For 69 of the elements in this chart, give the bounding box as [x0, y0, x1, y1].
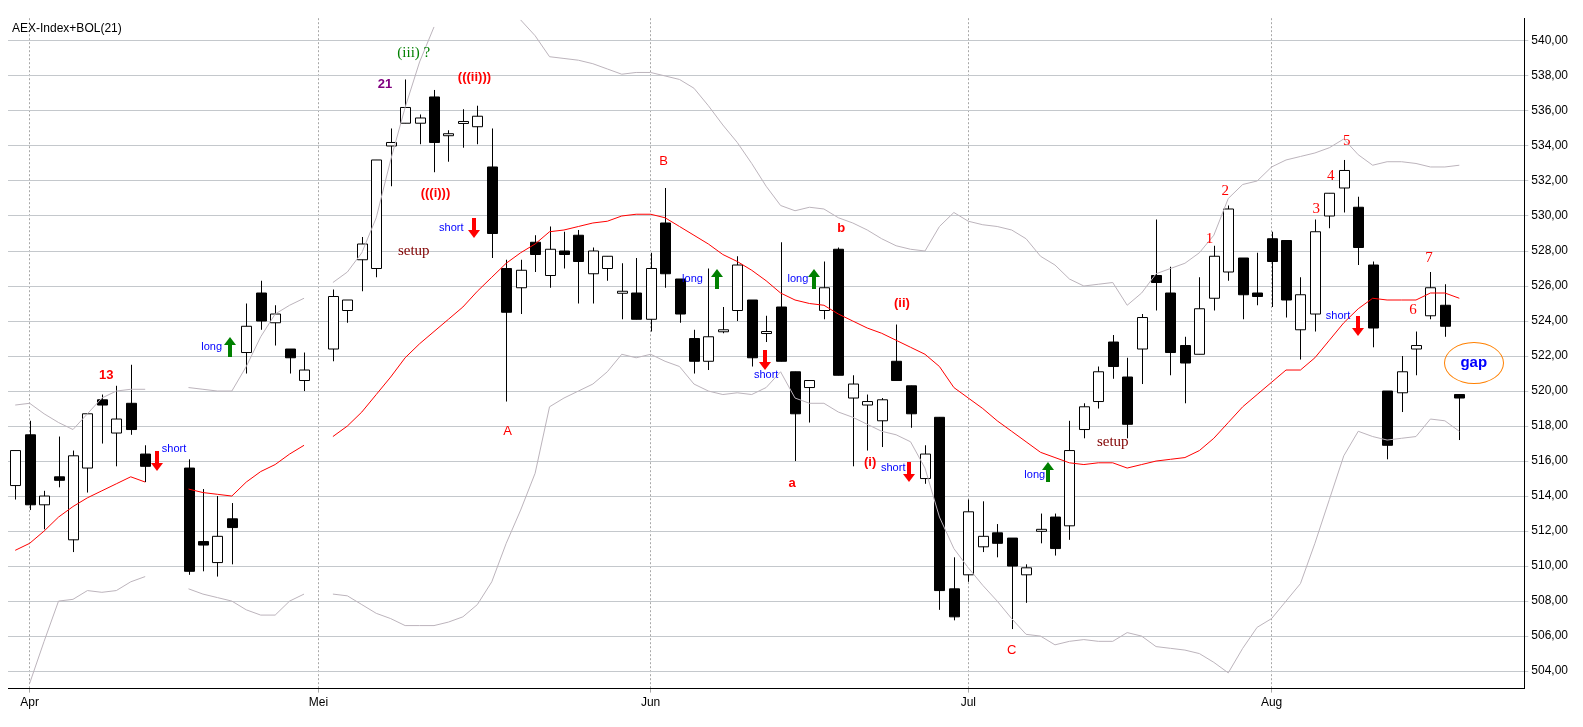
- annotation: 6: [1409, 301, 1418, 318]
- annotation: short: [753, 368, 779, 381]
- x-tick-label: Mei: [308, 695, 329, 710]
- annotation: short: [439, 221, 464, 234]
- annotation: 2: [1221, 182, 1230, 199]
- y-tick-label: 520,00: [1531, 383, 1569, 398]
- annotation: short: [161, 441, 187, 454]
- annotation: (((ii))): [457, 69, 492, 85]
- y-tick-label: 506,00: [1531, 628, 1569, 643]
- candlestick: [992, 523, 1003, 558]
- annotation: a: [788, 475, 797, 491]
- chart-title: AEX-Index+BOL(21): [12, 20, 122, 35]
- annotation: (i): [863, 454, 877, 470]
- annotation: b: [837, 219, 846, 235]
- annotation: 13: [98, 366, 114, 382]
- annotation: (((i))): [420, 184, 451, 200]
- candlestick: [819, 261, 830, 320]
- y-tick-label: 526,00: [1531, 278, 1569, 293]
- annotation: (iii) ?: [397, 44, 431, 62]
- annotation: setup: [397, 241, 430, 258]
- candlestick: [97, 394, 108, 445]
- y-tick-label: 512,00: [1531, 523, 1569, 538]
- y-tick-label: 540,00: [1531, 33, 1569, 48]
- annotation: B: [659, 153, 668, 169]
- annotation: 7: [1425, 248, 1434, 265]
- candlestick: [862, 394, 873, 452]
- candlestick: [1454, 394, 1465, 441]
- x-tick-label: Apr: [20, 695, 40, 710]
- candlestick: [54, 436, 65, 488]
- candlestick: [1267, 231, 1278, 308]
- annotation: short: [880, 461, 906, 474]
- annotation: long: [1024, 468, 1046, 481]
- annotation: gap: [1460, 353, 1488, 371]
- y-tick-label: 508,00: [1531, 593, 1569, 608]
- candlestick: [689, 329, 700, 375]
- y-tick-label: 530,00: [1531, 208, 1569, 223]
- x-tick-label: Aug: [1260, 695, 1283, 710]
- y-tick-label: 538,00: [1531, 68, 1569, 83]
- annotation: (ii): [893, 295, 910, 311]
- candlestick: [761, 315, 772, 343]
- y-tick-label: 524,00: [1531, 313, 1569, 328]
- y-tick-label: 518,00: [1531, 418, 1569, 433]
- annotation: long: [787, 272, 809, 285]
- annotation: setup: [1096, 432, 1129, 449]
- y-tick-label: 514,00: [1531, 488, 1569, 503]
- x-tick-label: Jul: [960, 695, 976, 710]
- annotation: C: [1006, 641, 1017, 657]
- candlestick: [198, 488, 209, 572]
- annotation: A: [503, 422, 513, 438]
- y-tick-label: 528,00: [1531, 243, 1569, 258]
- y-tick-label: 504,00: [1531, 663, 1569, 678]
- y-tick-label: 522,00: [1531, 348, 1569, 363]
- annotation: 1: [1205, 229, 1214, 246]
- y-tick-label: 516,00: [1531, 453, 1569, 468]
- annotation: long: [682, 272, 703, 285]
- candlestick: [415, 113, 426, 145]
- candlestick: [1180, 336, 1191, 404]
- annotation: 21: [377, 76, 393, 92]
- y-tick-label: 510,00: [1531, 558, 1569, 573]
- y-tick-label: 534,00: [1531, 138, 1569, 153]
- annotation: 5: [1342, 131, 1351, 148]
- y-tick-label: 536,00: [1531, 103, 1569, 118]
- candlestick: [1151, 219, 1162, 312]
- annotation: short: [1325, 308, 1351, 321]
- annotation: 3: [1312, 199, 1321, 216]
- y-tick-label: 532,00: [1531, 173, 1569, 188]
- annotation: 4: [1327, 166, 1336, 183]
- annotation: long: [201, 340, 223, 353]
- x-tick-label: Jun: [640, 695, 661, 710]
